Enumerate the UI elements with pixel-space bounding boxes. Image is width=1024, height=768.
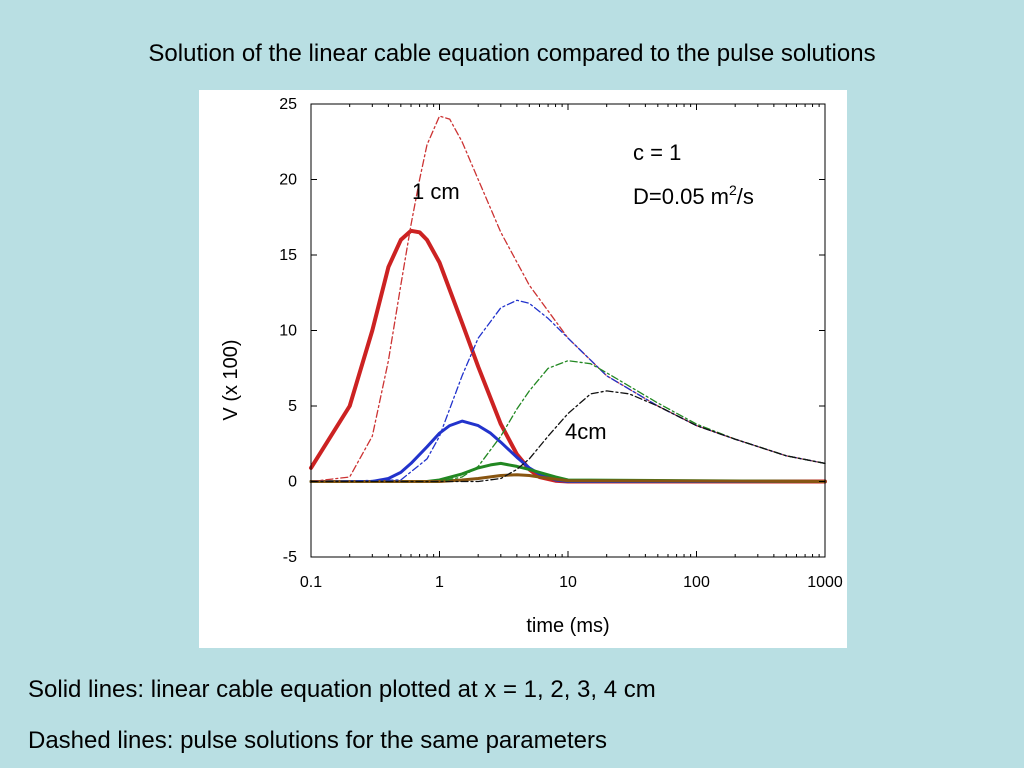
- param-D-prefix: D=0.05 m: [633, 184, 729, 209]
- annotation-param-c: c = 1: [633, 140, 681, 165]
- x-tick-label: 10: [559, 574, 577, 591]
- annotation-1cm: 1 cm: [412, 179, 460, 204]
- series-line-4: [309, 473, 827, 483]
- y-tick-label: 25: [279, 96, 297, 113]
- y-tick-label: 15: [279, 247, 297, 264]
- note-solid-lines: Solid lines: linear cable equation plott…: [28, 676, 656, 703]
- y-tick-label: 10: [279, 323, 297, 340]
- param-D-sup: 2: [729, 182, 737, 198]
- x-tick-label: 1000: [807, 574, 843, 591]
- series-layer: [309, 115, 827, 484]
- x-axis-label: time (ms): [526, 615, 609, 637]
- y-tick-label: -5: [283, 549, 297, 566]
- slide-title: Solution of the linear cable equation co…: [148, 40, 876, 67]
- annotation-4cm: 4cm: [565, 419, 607, 444]
- y-tick-label: 0: [288, 474, 297, 491]
- series-line-6: [310, 299, 826, 483]
- annotation-param-D: D=0.05 m2/s: [633, 182, 754, 209]
- plot-frame: [310, 103, 826, 558]
- param-D-suffix: /s: [737, 184, 754, 209]
- y-tick-label: 20: [279, 172, 297, 189]
- plot-panel: -5 0 5 10 15 20 25 0.1 1 10 100 1000 time (ms) V (x…: [199, 90, 847, 648]
- series-line-8: [310, 390, 826, 483]
- series-line-7: [310, 360, 826, 483]
- line-chart: -5 0 5 10 15 20 25 0.1 1 10 100 1000 time (ms) V (x…: [220, 96, 843, 637]
- x-tick-label: 100: [683, 574, 710, 591]
- series-line-2: [309, 419, 827, 483]
- ticks-layer: -5 0 5 10 15 20 25 0.1 1 10 100 1000: [279, 96, 843, 591]
- note-dashed-lines: Dashed lines: pulse solutions for the sa…: [28, 727, 607, 754]
- x-tick-label: 0.1: [300, 574, 322, 591]
- x-tick-label: 1: [435, 574, 444, 591]
- y-tick-label: 5: [288, 398, 297, 415]
- y-axis-label: V (x 100): [220, 339, 242, 420]
